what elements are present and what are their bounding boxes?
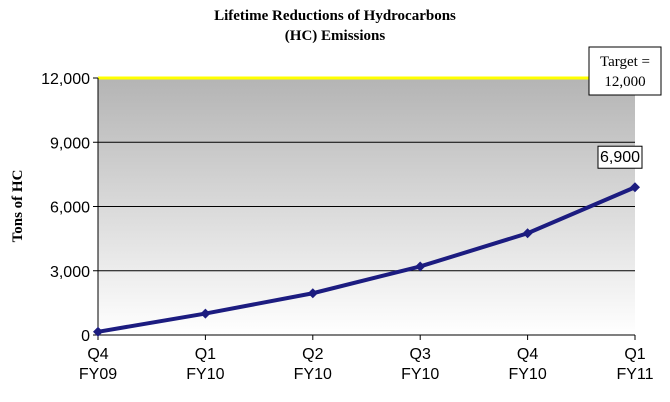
data-point	[630, 182, 640, 193]
y-axis-label: Tons of HC	[10, 170, 26, 243]
target-callout-text: 12,000	[604, 74, 645, 90]
y-tick-label: 0	[81, 328, 90, 345]
data-line	[97, 185, 636, 334]
x-tick-label: Q1	[195, 346, 216, 363]
data-point	[415, 261, 426, 272]
data-point	[522, 228, 533, 239]
y-tick-label: 9,000	[50, 135, 90, 152]
value-label: 6,900	[600, 149, 640, 166]
y-tick-label: 3,000	[50, 264, 90, 281]
x-tick-label: Q2	[302, 346, 323, 363]
x-tick-label: FY09	[79, 366, 117, 383]
chart-title-line-1: Lifetime Reductions of Hydrocarbons	[214, 8, 456, 24]
x-tick-label: Q3	[410, 346, 431, 363]
target-callout-box	[588, 46, 662, 96]
value-label-box	[597, 145, 643, 169]
x-tick-label: FY10	[401, 366, 439, 383]
data-point	[93, 326, 103, 337]
x-tick-label: FY10	[186, 366, 224, 383]
x-tick-label: Q1	[624, 346, 645, 363]
x-tick-label: Q4	[517, 346, 538, 363]
y-tick-label: 6,000	[50, 200, 90, 217]
data-point	[200, 308, 211, 319]
x-tick-label: Q4	[87, 346, 108, 363]
y-tick-label: 12,000	[41, 71, 90, 88]
x-tick-label: FY10	[294, 366, 332, 383]
data-point	[307, 288, 318, 299]
x-tick-label: FY10	[508, 366, 546, 383]
target-callout-text: Target =	[600, 54, 650, 70]
chart-title-line-2: (HC) Emissions	[285, 28, 386, 44]
x-tick-label: FY11	[616, 366, 653, 383]
